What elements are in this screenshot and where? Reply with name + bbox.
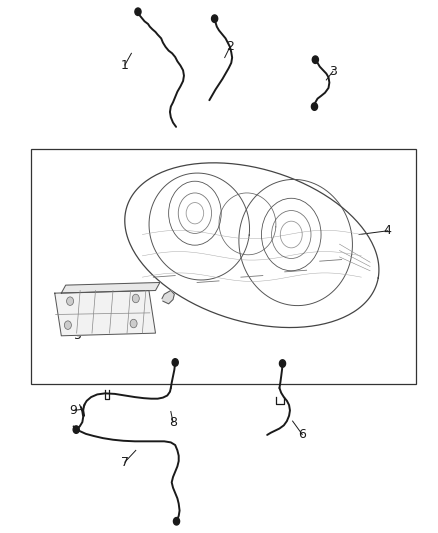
Text: 1: 1 [121,59,129,71]
Circle shape [312,56,318,63]
Text: 2: 2 [226,41,234,53]
Circle shape [173,518,180,525]
Circle shape [130,319,137,328]
Polygon shape [162,290,174,304]
Circle shape [64,321,71,329]
Text: 4: 4 [384,224,392,237]
Text: 9: 9 [70,404,78,417]
Circle shape [135,8,141,15]
Circle shape [311,103,318,110]
Text: 7: 7 [121,456,129,469]
Circle shape [73,426,79,433]
Text: 8: 8 [169,416,177,429]
Circle shape [132,294,139,303]
Circle shape [212,15,218,22]
Circle shape [67,297,74,305]
Circle shape [172,359,178,366]
Bar [31,149,416,384]
Circle shape [279,360,286,367]
Text: 5: 5 [74,329,82,342]
Polygon shape [55,290,155,336]
Text: 6: 6 [298,428,306,441]
Polygon shape [61,282,160,293]
Text: 3: 3 [329,65,337,78]
